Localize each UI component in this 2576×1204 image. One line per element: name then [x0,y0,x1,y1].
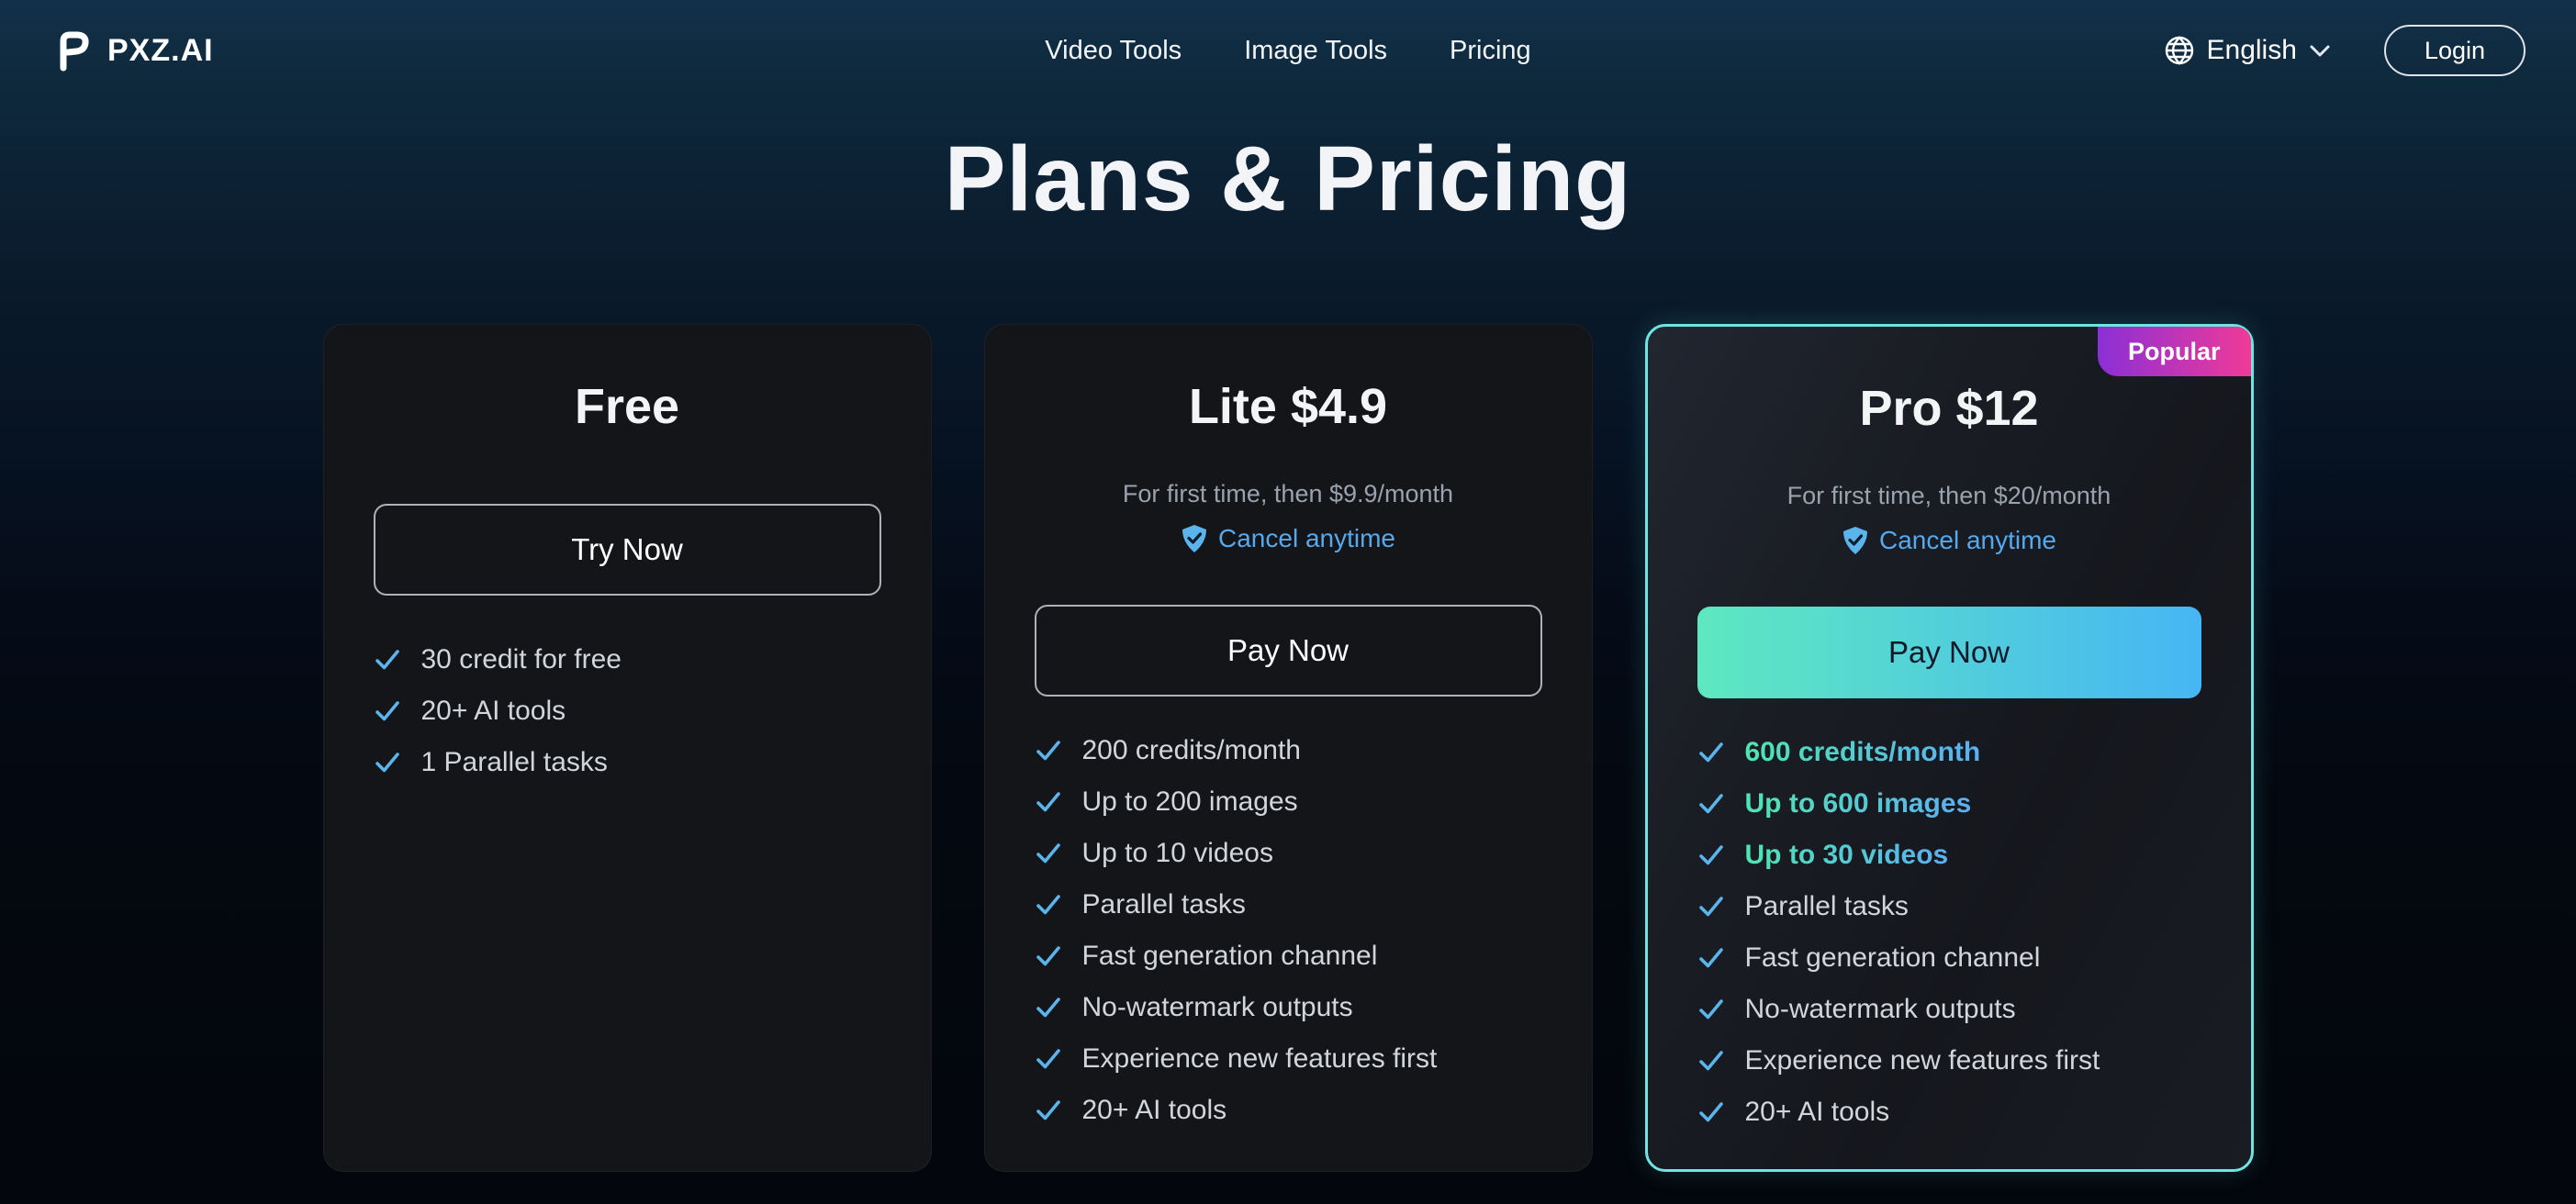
feature-list: 30 credit for free 20+ AI tools 1 Parall… [374,634,881,788]
feature-item: Fast generation channel [1035,931,1542,982]
feature-item: Up to 200 images [1035,776,1542,828]
plan-card-pro: Popular Pro $12 For first time, then $20… [1644,324,2254,1172]
check-icon [1036,843,1060,864]
page-title: Plans & Pricing [944,128,1632,230]
brand-name: PXZ.AI [107,32,214,68]
feature-item: No-watermark outputs [1697,984,2201,1035]
feature-item-highlighted: 600 credits/month [1697,727,2201,778]
feature-item: Parallel tasks [1697,881,2201,932]
feature-item: No-watermark outputs [1035,982,1542,1033]
nav-pricing[interactable]: Pricing [1450,35,1531,65]
feature-item: Experience new features first [1035,1033,1542,1085]
check-icon [1698,897,1723,917]
globe-icon [2165,36,2193,65]
cancel-anytime-link[interactable]: Cancel anytime [1697,524,2201,557]
feature-item: 20+ AI tools [1035,1085,1542,1136]
feature-list: 200 credits/month Up to 200 images Up to… [1035,725,1542,1136]
feature-item: Up to 10 videos [1035,828,1542,879]
check-icon [375,650,399,670]
check-icon [1698,1102,1723,1122]
shield-check-icon [1843,527,1867,554]
check-icon [1036,998,1060,1018]
brand[interactable]: PXZ.AI [50,29,214,72]
feature-item: 20+ AI tools [1697,1087,2201,1138]
check-icon [1036,946,1060,966]
plan-title: Lite $4.9 [1188,379,1388,434]
pricing-cards: Free Try Now 30 credit for free 20+ AI t… [0,324,2576,1172]
plan-subtitle: For first time, then $9.9/month [1122,480,1454,507]
check-icon [1036,741,1060,761]
cancel-anytime-link[interactable]: Cancel anytime [1035,522,1542,555]
top-nav: PXZ.AI Video Tools Image Tools Pricing E… [0,0,2576,101]
check-icon [375,752,399,773]
plan-title: Free [574,379,680,434]
plan-subtitle: For first time, then $20/month [1786,482,2111,509]
pxz-logo-icon [60,31,89,72]
try-now-button[interactable]: Try Now [373,504,881,596]
chevron-down-icon [2310,45,2330,56]
header-right: English Login [2164,25,2526,76]
feature-item: Parallel tasks [1035,879,1542,931]
feature-item: Fast generation channel [1697,932,2201,984]
feature-item: 1 Parallel tasks [374,737,881,788]
check-icon [1036,1049,1060,1069]
popular-badge: Popular [2097,327,2251,376]
feature-item: Experience new features first [1697,1035,2201,1087]
feature-item: 20+ AI tools [374,686,881,737]
check-icon [1698,1051,1723,1071]
feature-list: 600 credits/month Up to 600 images Up to… [1697,727,2201,1138]
pay-now-button[interactable]: Pay Now [1034,605,1542,697]
feature-item: 30 credit for free [374,634,881,686]
plan-card-free: Free Try Now 30 credit for free 20+ AI t… [322,324,932,1172]
check-icon [375,701,399,721]
plan-title: Pro $12 [1859,381,2039,436]
check-icon [1698,948,1723,968]
shield-check-icon [1182,525,1206,552]
language-selector[interactable]: English [2164,35,2331,66]
check-icon [1698,742,1723,763]
language-label: English [2206,35,2297,65]
feature-item-highlighted: Up to 600 images [1697,778,2201,830]
check-icon [1698,794,1723,814]
nav-image-tools[interactable]: Image Tools [1244,35,1388,65]
pay-now-button[interactable]: Pay Now [1697,607,2201,698]
check-icon [1698,845,1723,865]
plan-card-lite: Lite $4.9 For first time, then $9.9/mont… [983,324,1593,1172]
main-nav: Video Tools Image Tools Pricing [1045,36,1530,66]
check-icon [1036,1100,1060,1120]
nav-video-tools[interactable]: Video Tools [1045,35,1182,65]
check-icon [1036,792,1060,812]
feature-item-highlighted: Up to 30 videos [1697,830,2201,881]
check-icon [1698,999,1723,1020]
feature-item: 200 credits/month [1035,725,1542,776]
check-icon [1036,895,1060,915]
login-button[interactable]: Login [2383,25,2526,76]
